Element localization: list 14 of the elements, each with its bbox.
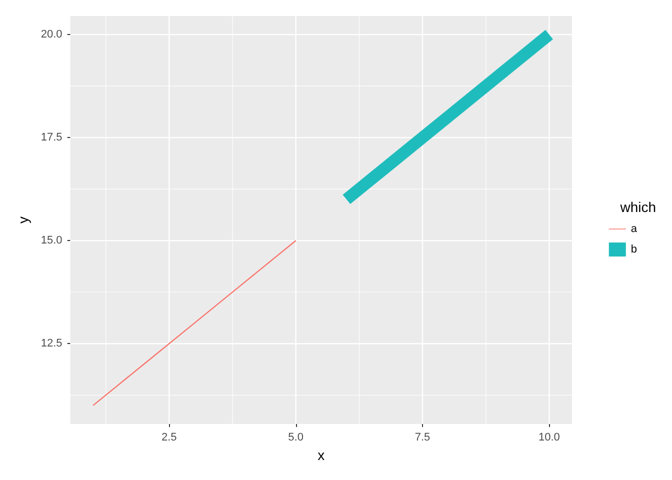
y-tick-label: 17.5 — [40, 132, 62, 144]
line-series — [92, 240, 296, 406]
y-tick-label: 12.5 — [40, 338, 62, 350]
x-tick-label: 7.5 — [414, 432, 430, 444]
y-tick-label: 15.0 — [40, 234, 62, 247]
legend-title: which — [619, 199, 656, 215]
y-tick-label: 20.0 — [40, 28, 62, 41]
legend-label: a — [630, 223, 638, 235]
y-axis-title: y — [15, 216, 31, 224]
x-tick-label: 5.0 — [288, 432, 304, 444]
x-tick-label: 10.0 — [538, 432, 560, 444]
legend-label: b — [630, 244, 638, 256]
x-axis-title: x — [318, 446, 325, 463]
x-tick-label: 2.5 — [161, 432, 177, 444]
